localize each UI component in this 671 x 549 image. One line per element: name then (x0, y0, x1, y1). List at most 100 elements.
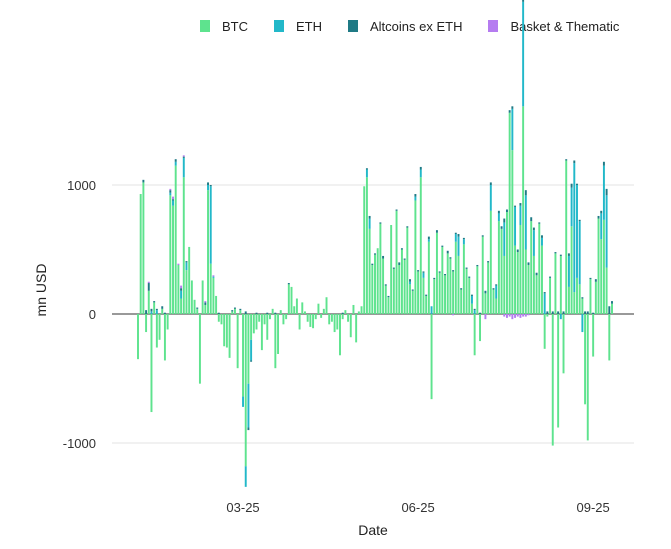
bar-btc (500, 228, 503, 314)
bar-btc (573, 292, 576, 314)
bar-altcoins-ex-eth (462, 237, 465, 240)
bar-altcoins-ex-eth (597, 215, 600, 219)
bar-btc (465, 268, 468, 314)
bar-btc (530, 221, 533, 314)
bar-btc (565, 160, 568, 314)
bar-btc (602, 219, 605, 314)
bar-eth (605, 195, 608, 268)
bar-btc (285, 314, 288, 320)
bar-btc (597, 218, 600, 314)
bar-btc (379, 223, 382, 314)
y-axis-title: mn USD (33, 264, 49, 317)
bar-altcoins-ex-eth (557, 311, 560, 314)
bar-altcoins-ex-eth (382, 255, 385, 259)
legend-label: BTC (222, 18, 248, 34)
bar-btc (137, 314, 139, 360)
bar-altcoins-ex-eth (155, 308, 158, 311)
bar-btc (433, 279, 436, 314)
legend-label: Basket & Thematic (510, 18, 620, 34)
bar-altcoins-ex-eth (444, 274, 446, 276)
bar-altcoins-ex-eth (535, 272, 538, 276)
bar-altcoins-ex-eth (592, 312, 595, 314)
bar-btc (435, 232, 438, 314)
bar-altcoins-ex-eth (454, 232, 457, 235)
bar-altcoins-ex-eth (567, 253, 570, 256)
bar-btc (611, 303, 613, 314)
bar-btc (468, 277, 471, 314)
bar-btc (562, 314, 565, 374)
bar-altcoins-ex-eth (470, 294, 473, 296)
bar-btc (322, 308, 325, 314)
bar-btc (155, 314, 158, 348)
bar-btc (476, 266, 479, 314)
bar-btc (584, 314, 587, 405)
bar-btc (384, 285, 387, 314)
bar-btc (244, 314, 247, 467)
bar-btc (215, 295, 218, 314)
bar-btc (301, 302, 304, 314)
bar-altcoins-ex-eth (541, 235, 543, 238)
bar-altcoins-ex-eth (584, 311, 587, 314)
bar-altcoins-ex-eth (153, 301, 156, 303)
bar-btc (567, 286, 570, 314)
bar-btc (406, 227, 409, 314)
bar-altcoins-ex-eth (441, 245, 444, 247)
bar-btc (511, 150, 514, 314)
bar-btc (142, 182, 145, 314)
bar-btc (492, 289, 495, 314)
bar-altcoins-ex-eth (287, 283, 290, 285)
bar-eth (576, 185, 578, 278)
bar-altcoins-ex-eth (435, 230, 438, 233)
bar-btc (217, 314, 220, 322)
bar-btc (516, 252, 519, 314)
bar-btc (460, 289, 463, 314)
bar-btc (282, 314, 285, 325)
bar-btc (594, 281, 597, 314)
bar-btc (470, 303, 473, 314)
bar-btc (392, 268, 395, 314)
bar-altcoins-ex-eth (449, 257, 452, 259)
bar-altcoins-ex-eth (392, 267, 395, 269)
bar-btc (524, 249, 527, 314)
bar-altcoins-ex-eth (182, 156, 185, 158)
bar-altcoins-ex-eth (398, 262, 401, 265)
bar-altcoins-ex-eth (554, 252, 557, 254)
bar-btc (495, 298, 498, 314)
bar-btc (551, 314, 554, 446)
bar-btc (260, 314, 263, 351)
bar-btc (546, 314, 549, 317)
bar-altcoins-ex-eth (565, 159, 568, 161)
bar-btc (497, 221, 500, 314)
bar-btc (180, 298, 183, 314)
bar-altcoins-ex-eth (387, 295, 390, 298)
bar-basket-thematic (508, 314, 511, 317)
bar-btc (581, 298, 584, 314)
bar-basket-thematic (172, 196, 174, 200)
bar-eth (365, 169, 368, 178)
bar-altcoins-ex-eth (142, 179, 145, 183)
bar-btc (586, 314, 589, 441)
bar-eth (409, 281, 411, 285)
bar-btc (239, 310, 242, 314)
bar-btc (231, 311, 234, 314)
bar-btc (304, 311, 306, 314)
bar-btc (263, 314, 266, 325)
bar-altcoins-ex-eth (589, 277, 592, 280)
bar-altcoins-ex-eth (425, 294, 428, 296)
bar-basket-thematic (484, 314, 487, 320)
bar-altcoins-ex-eth (551, 311, 554, 314)
bar-btc (543, 314, 546, 349)
bar-btc (365, 177, 368, 314)
bar-btc (145, 314, 148, 333)
bar-btc (269, 314, 271, 320)
bar-altcoins-ex-eth (341, 312, 344, 314)
bar-btc (430, 314, 433, 400)
bar-btc (355, 314, 358, 343)
bar-basket-thematic (169, 188, 172, 191)
bar-altcoins-ex-eth (379, 222, 382, 224)
bar-altcoins-ex-eth (427, 236, 430, 240)
bar-eth (422, 272, 425, 278)
bar-altcoins-ex-eth (411, 289, 414, 291)
legend-item: ETH (274, 19, 322, 34)
bar-eth (559, 314, 562, 320)
